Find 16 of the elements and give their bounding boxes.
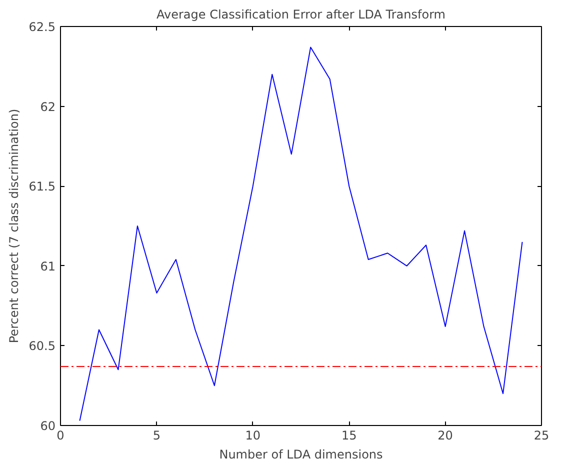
y-tick-label: 61 <box>40 259 56 274</box>
y-tick-label: 62.5 <box>28 20 56 34</box>
y-tick-label: 62 <box>40 100 56 114</box>
x-tick-label: 15 <box>341 428 357 442</box>
x-tick-label: 5 <box>152 428 161 442</box>
y-tick-label: 60.5 <box>28 339 56 354</box>
y-tick-label: 61.5 <box>28 180 56 194</box>
y-axis-title: Percent correct (7 class discrimination) <box>6 108 21 344</box>
line-series <box>79 46 523 422</box>
x-axis-title: Number of LDA dimensions <box>219 448 383 462</box>
y-tick-label: 60 <box>40 419 56 433</box>
x-tick-label: 20 <box>438 428 453 442</box>
chart-title: Average Classification Error after LDA Transform <box>156 8 446 22</box>
x-tick-label: 25 <box>534 428 550 442</box>
x-tick-label: 10 <box>245 428 261 442</box>
x-tick-label: 0 <box>56 428 64 442</box>
